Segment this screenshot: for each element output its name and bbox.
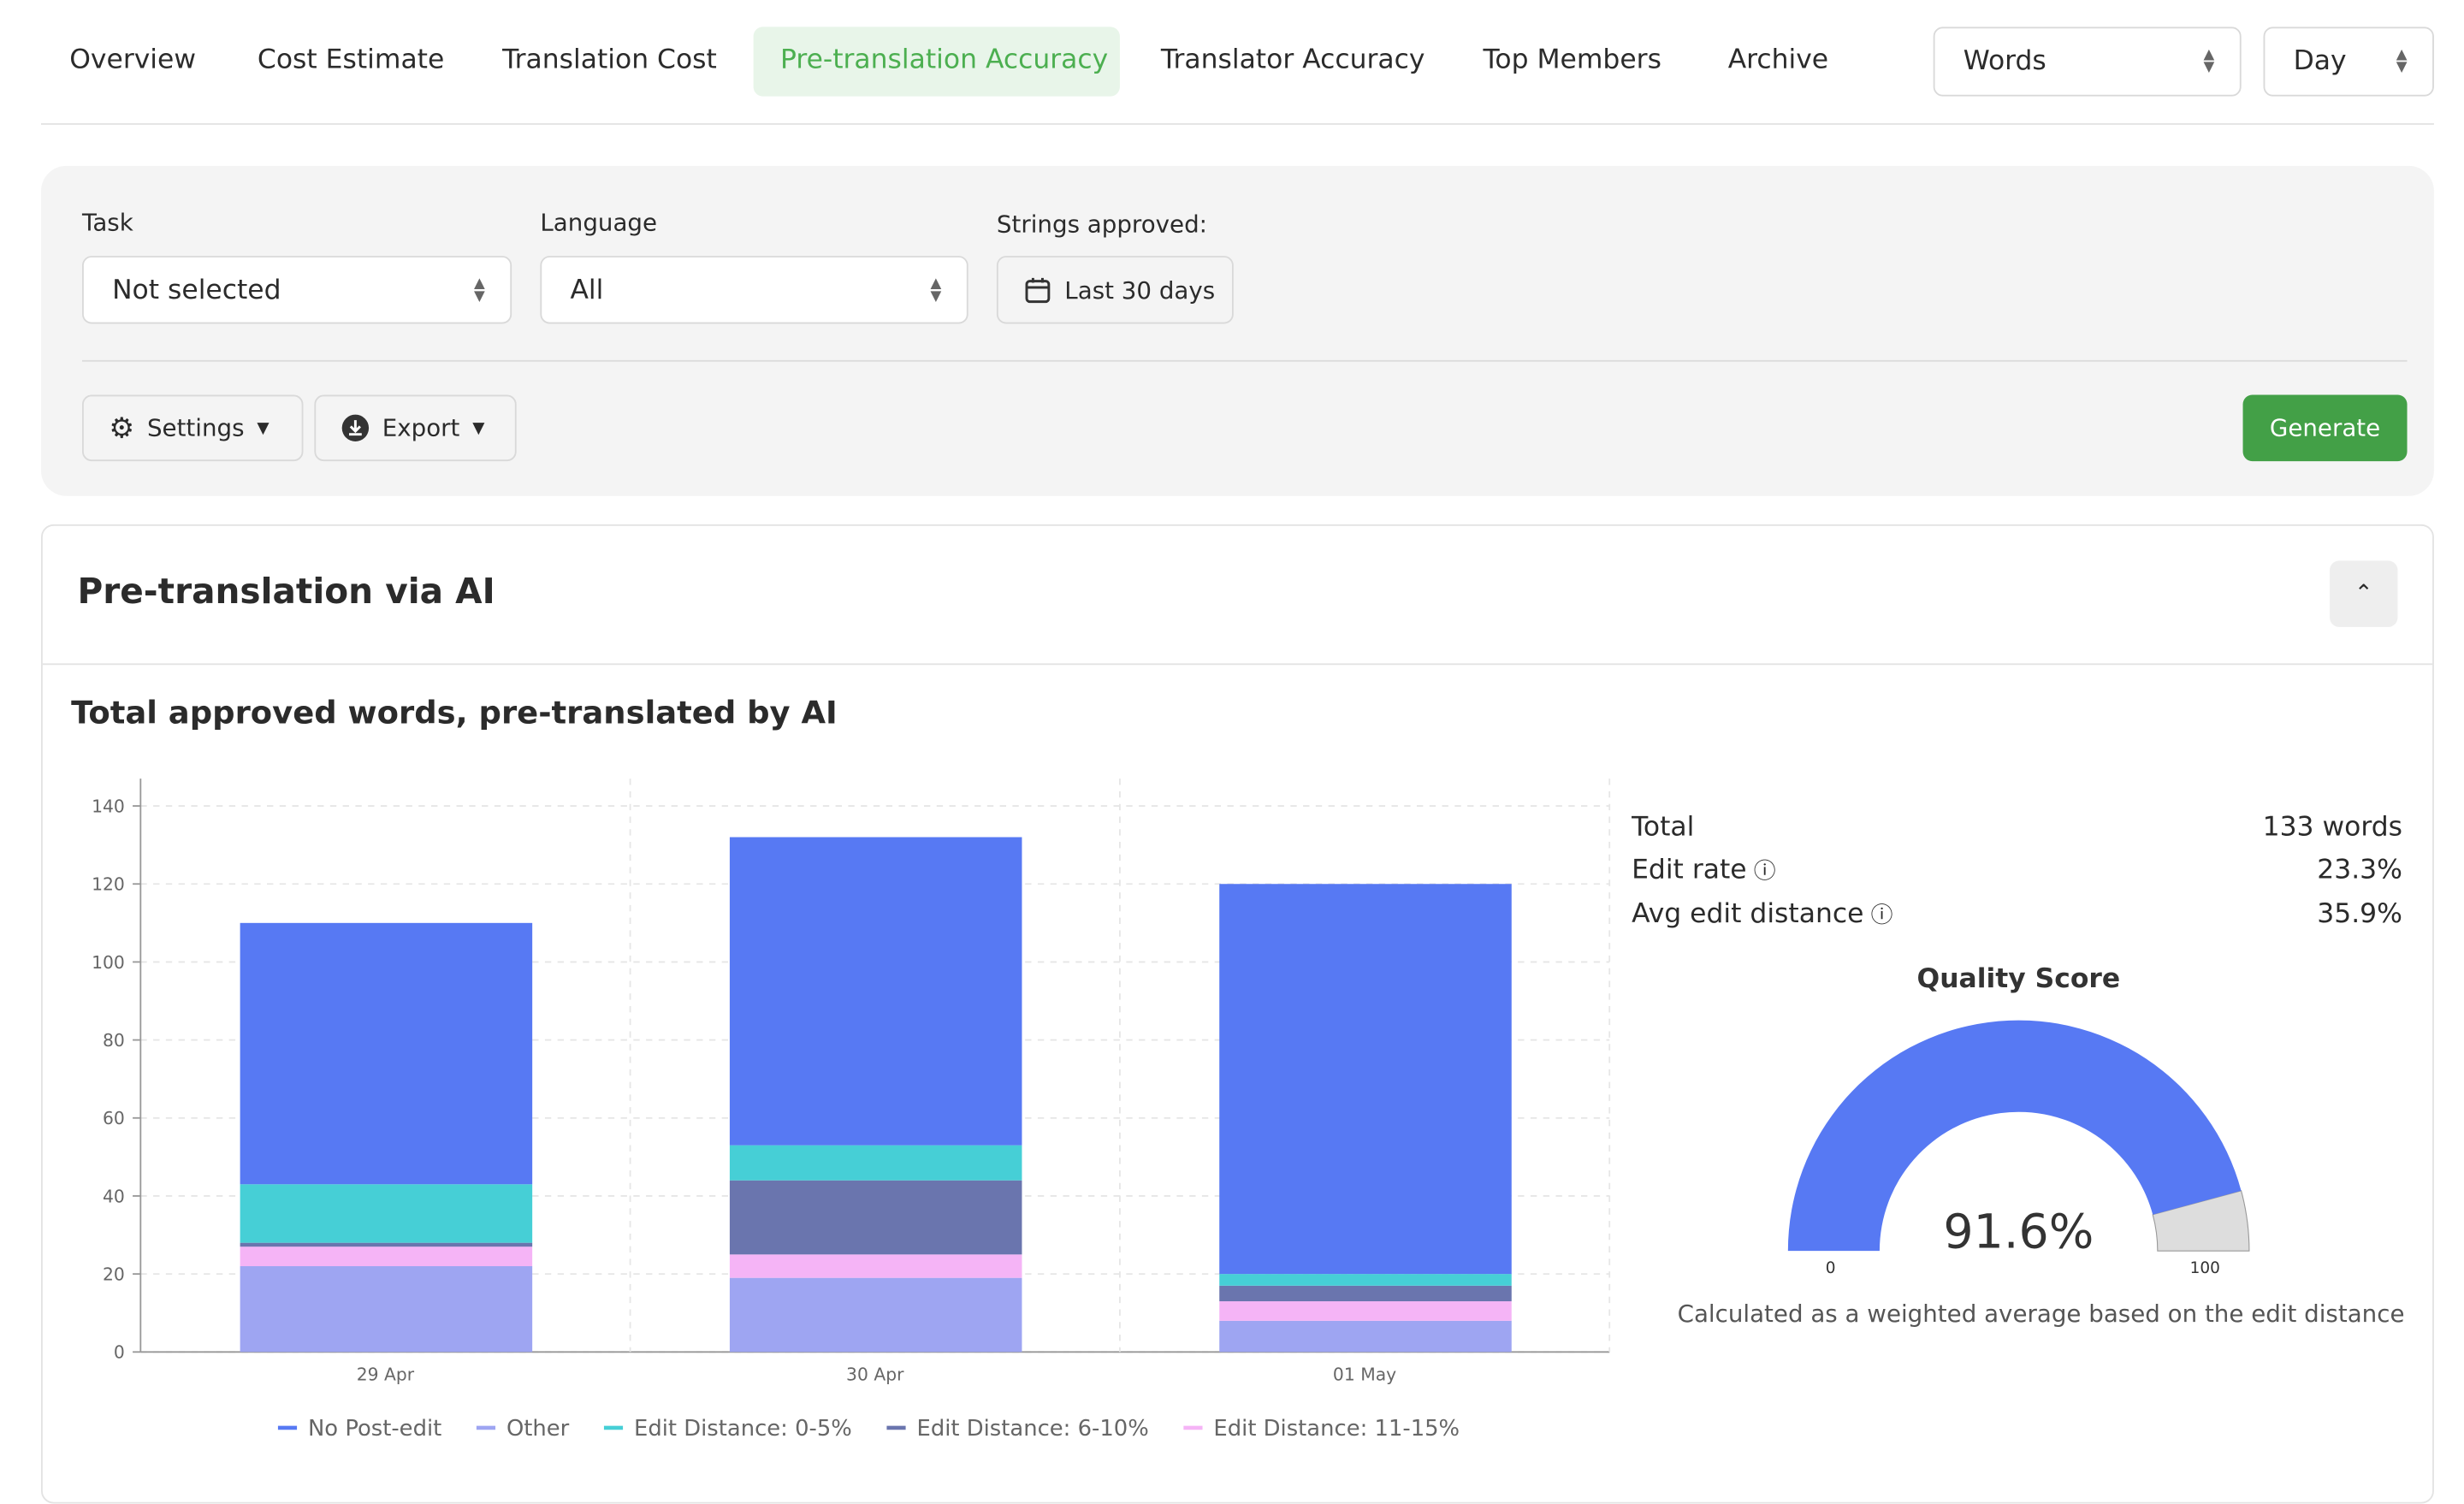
settings-text: Settings [146, 413, 245, 442]
bar-segment [240, 1242, 533, 1247]
divider [40, 122, 2434, 125]
bar-segment [240, 1184, 533, 1243]
unit-value: Words [1963, 45, 2046, 78]
gauge-tick-label: 0 [1826, 1259, 1836, 1277]
stat-label: Avg edit distance ⓘ [1632, 898, 1893, 931]
task-value: Not selected [112, 274, 281, 306]
bar-segment [240, 1266, 533, 1353]
tab[interactable]: Archive [1727, 44, 1829, 76]
bar-segment [1219, 1301, 1512, 1321]
language-value: All [570, 274, 604, 306]
bar-segment [240, 1246, 533, 1267]
settings-button[interactable]: ⚙ Settings ▼ [81, 394, 304, 462]
stat-value: 23.3% [2317, 854, 2402, 886]
legend-label: Other [506, 1416, 570, 1442]
y-tick-label: 40 [103, 1186, 125, 1206]
x-tick-label: 01 May [1333, 1365, 1396, 1385]
export-text: Export [382, 413, 460, 442]
bar-segment [729, 1277, 1022, 1353]
bar-segment [1219, 1274, 1512, 1286]
stat-label: Edit rate ⓘ [1632, 854, 1776, 886]
stat-value: 133 words [2262, 811, 2402, 844]
info-icon[interactable]: ⓘ [1863, 903, 1893, 929]
y-tick-label: 80 [103, 1030, 125, 1051]
info-icon[interactable]: ⓘ [1746, 859, 1776, 885]
x-tick-label: 29 Apr [357, 1365, 415, 1385]
download-icon [341, 414, 370, 441]
stat-value: 35.9% [2317, 898, 2402, 931]
period-select[interactable]: Day ▲ ▼ [2263, 27, 2434, 97]
gauge-note: Calculated as a weighted average based o… [1677, 1300, 2405, 1329]
chart-title: Total approved words, pre-translated by … [71, 693, 838, 731]
gauge-value-label: 91.6% [1943, 1205, 2094, 1259]
task-select[interactable]: Not selected ▲ ▼ [81, 256, 512, 324]
tab[interactable]: Top Members [1483, 44, 1661, 76]
divider [42, 663, 2433, 666]
bar-segment [729, 1145, 1022, 1181]
y-tick-label: 140 [92, 796, 125, 816]
generate-text: Generate [2269, 413, 2381, 442]
x-tick-label: 30 Apr [846, 1365, 904, 1385]
y-tick-label: 60 [103, 1108, 125, 1128]
y-tick-label: 20 [103, 1264, 125, 1285]
y-tick-label: 100 [92, 952, 125, 973]
bar-segment [1219, 1320, 1512, 1353]
legend-label: Edit Distance: 0-5% [634, 1416, 852, 1442]
export-button[interactable]: Export ▼ [314, 394, 517, 462]
tab[interactable]: Cost Estimate [257, 44, 445, 76]
bar-segment [240, 922, 533, 1185]
period-value: Day [2293, 45, 2347, 78]
language-label: Language [540, 208, 658, 237]
active-tab-bg[interactable] [753, 27, 1120, 97]
date-button[interactable]: Last 30 days [996, 256, 1234, 324]
y-tick-label: 0 [114, 1342, 125, 1363]
y-tick-label: 120 [92, 874, 125, 895]
divider [81, 359, 2408, 362]
gauge-rest [2152, 1190, 2250, 1252]
bar-segment [1219, 1285, 1512, 1302]
tab[interactable]: Translation Cost [502, 44, 717, 76]
gauge-title: Quality Score [1916, 963, 2121, 996]
legend-label: Edit Distance: 6-10% [917, 1416, 1149, 1442]
gauge-value [1787, 1020, 2242, 1252]
task-label: Task [81, 208, 133, 237]
language-select[interactable]: All ▲ ▼ [540, 256, 968, 324]
unit-select[interactable]: Words ▲ ▼ [1933, 27, 2242, 97]
tab[interactable]: Translator Accuracy [1160, 44, 1425, 76]
stat-label: Total [1632, 811, 1695, 844]
calendar-icon [1025, 276, 1051, 303]
generate-button[interactable]: Generate [2242, 394, 2408, 462]
tab[interactable]: Pre-translation Accuracy [779, 44, 1109, 76]
bar-segment [729, 1180, 1022, 1255]
card-title: Pre-translation via AI [77, 573, 495, 613]
gauge-tick-label: 100 [2190, 1259, 2220, 1277]
tab[interactable]: Overview [69, 44, 197, 76]
strings-label: Strings approved: [996, 210, 1207, 239]
legend-label: No Post-edit [308, 1416, 441, 1442]
date-value: Last 30 days [1064, 275, 1216, 305]
bar-segment [729, 837, 1022, 1146]
bar-segment [729, 1254, 1022, 1278]
bar-segment [1219, 884, 1512, 1275]
collapse-button[interactable]: ⌃ [2330, 560, 2398, 627]
legend-label: Edit Distance: 11-15% [1213, 1416, 1460, 1442]
